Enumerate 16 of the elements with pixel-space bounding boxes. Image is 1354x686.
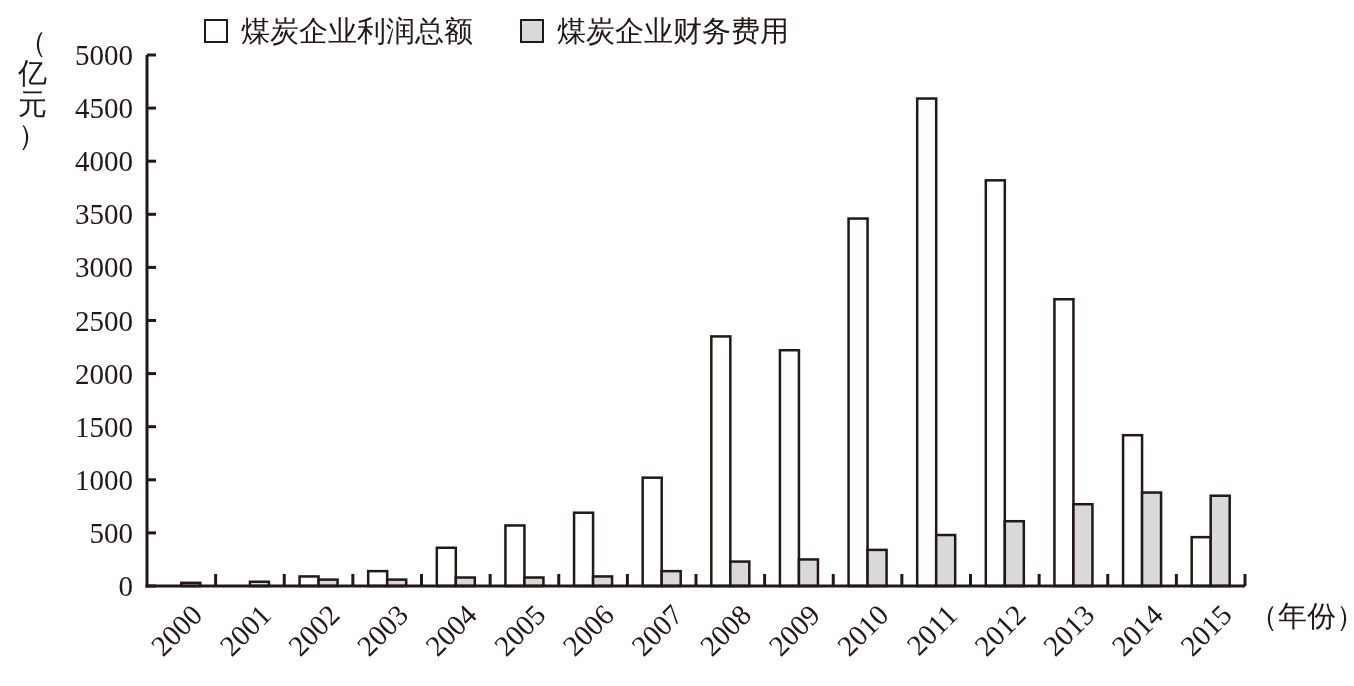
y-tick-label: 2000 — [75, 357, 133, 390]
legend-label: 煤炭企业利润总额 — [241, 15, 473, 47]
y-tick-label: 500 — [89, 516, 133, 549]
y-tick-label: 0 — [118, 570, 133, 602]
x-axis-title: （年份） — [1249, 600, 1354, 632]
y-tick-label: 1000 — [75, 463, 133, 496]
y-tick-label: 5000 — [75, 39, 133, 71]
y-axis-title: （亿元） — [16, 26, 47, 151]
x-tick-label: 2011 — [900, 598, 964, 662]
y-tick-label: 3000 — [75, 251, 133, 284]
legend-label: 煤炭企业财务费用 — [557, 15, 789, 47]
y-tick-label: 2500 — [75, 304, 133, 337]
y-tick-label: 4500 — [75, 92, 133, 125]
y-tick-label: 3500 — [75, 198, 133, 231]
y-tick-label: 1500 — [75, 410, 133, 443]
y-tick-label: 4000 — [75, 145, 133, 178]
